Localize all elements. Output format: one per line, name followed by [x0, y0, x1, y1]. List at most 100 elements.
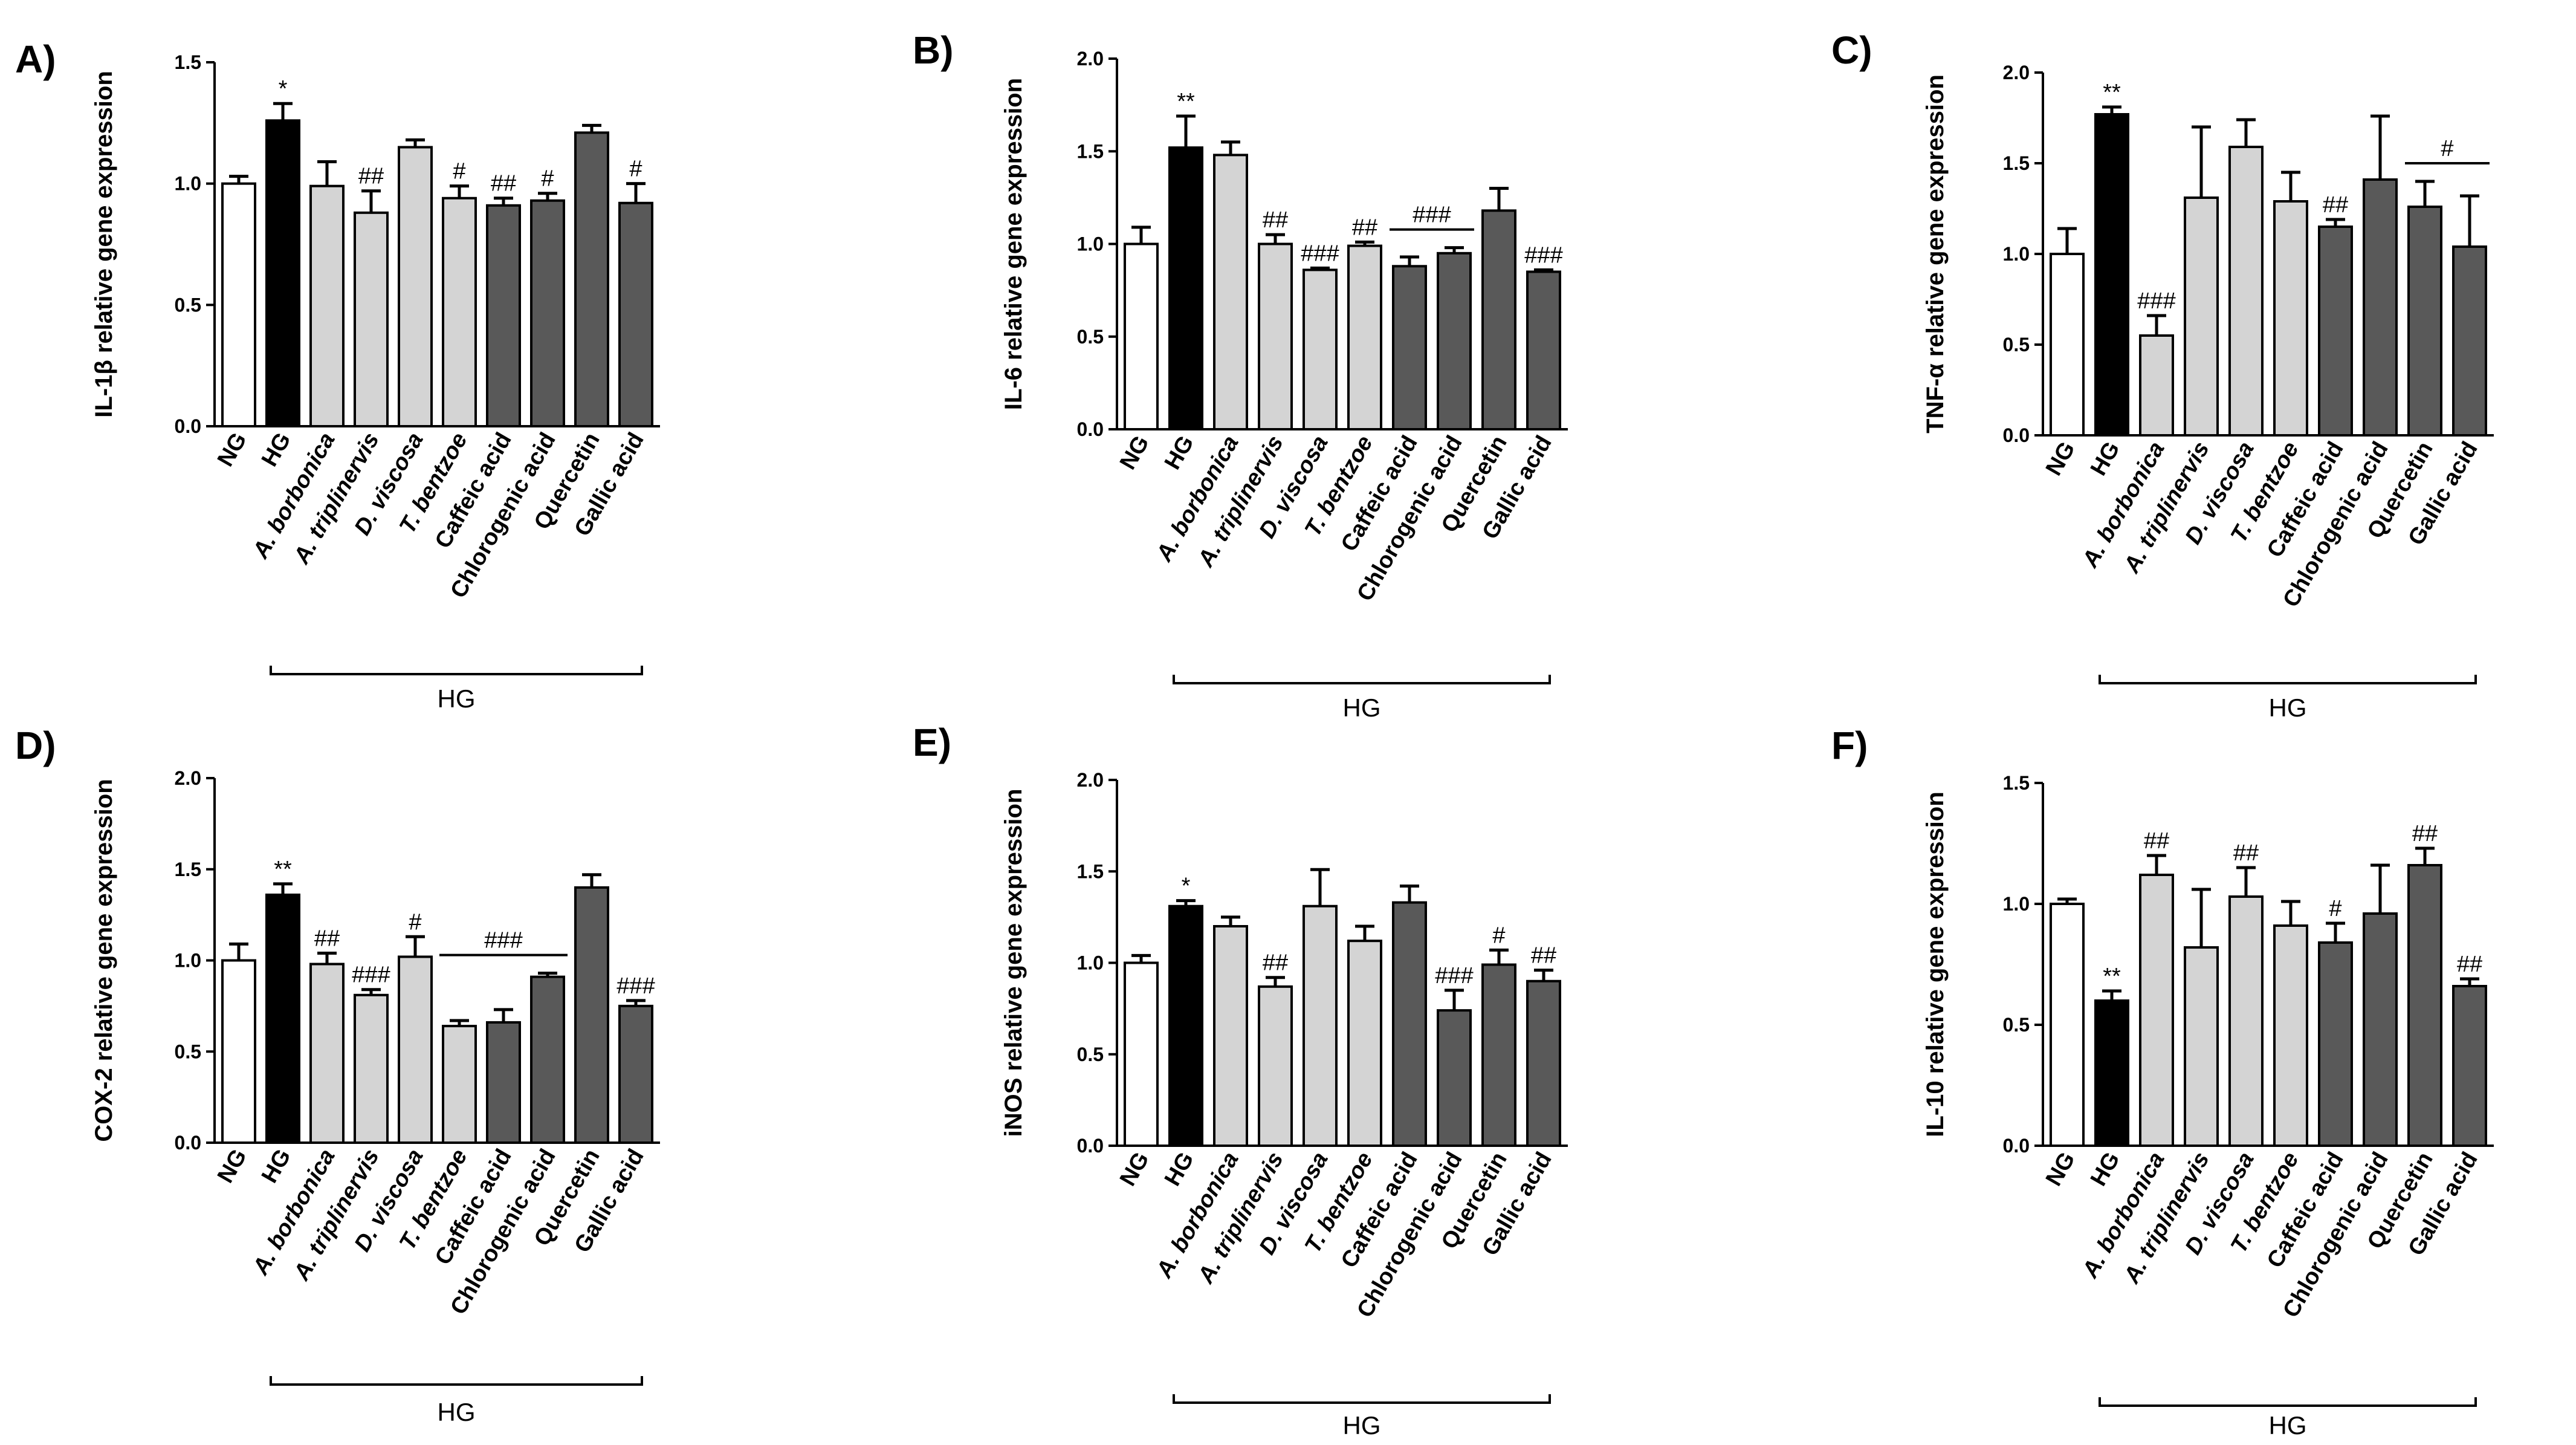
significance-marker: ## — [1263, 207, 1288, 233]
bar-a-triplinervis — [354, 211, 389, 427]
bar-chlorogenic-acid — [2363, 178, 2398, 437]
y-tick-label: 0.5 — [2003, 334, 2030, 356]
bar-a-triplinervis — [2184, 196, 2219, 437]
significance-marker: ### — [1435, 963, 1473, 989]
group-label: HG — [438, 684, 476, 713]
bar-chlorogenic-acid — [1437, 1009, 1472, 1148]
y-tick-label: 0.5 — [1077, 1044, 1104, 1065]
bar-caffeic-acid — [2318, 941, 2353, 1147]
significance-marker: ## — [2233, 840, 2259, 866]
group-bracket — [270, 1376, 643, 1386]
bar-t-bentzoe — [1347, 940, 1382, 1147]
bar-t-bentzoe — [2273, 200, 2308, 437]
y-axis-label: iNOS relative gene expression — [1000, 789, 1027, 1137]
significance-marker: ## — [2144, 828, 2169, 854]
bar-quercetin — [574, 131, 609, 428]
panel-b: B) IL-6 relative gene expression 0.0 0.5 1.0… — [913, 28, 1568, 722]
bar-caffeic-acid — [2318, 226, 2353, 437]
y-tick-label: 0.5 — [2003, 1014, 2030, 1036]
significance-marker: ## — [2457, 952, 2482, 977]
significance-marker: * — [279, 76, 288, 102]
group-bracket — [1173, 1394, 1551, 1404]
bar-gallic-acid — [618, 1004, 653, 1144]
significance-marker: ** — [274, 857, 292, 882]
y-tick-label: 1.5 — [2003, 772, 2030, 794]
significance-marker: * — [1182, 874, 1191, 899]
bar-a-triplinervis — [2184, 946, 2219, 1147]
group-label: HG — [2269, 693, 2307, 722]
y-tick-label: 2.0 — [1077, 769, 1104, 791]
bar-gallic-acid — [1526, 979, 1561, 1147]
significance-marker: ### — [1301, 241, 1339, 266]
significance-marker: ## — [2323, 192, 2348, 218]
significance-marker: ** — [2103, 80, 2121, 105]
y-tick-label: 0.5 — [175, 294, 201, 316]
y-tick-label: 1.0 — [2003, 893, 2030, 915]
significance-marker: ### — [2137, 288, 2175, 314]
y-tick-label: 0.0 — [1077, 418, 1104, 440]
significance-marker: ## — [358, 164, 384, 189]
bar-d-viscosa — [1303, 904, 1338, 1147]
bar-quercetin — [2407, 864, 2442, 1147]
bar-d-viscosa — [2228, 146, 2264, 437]
significance-marker: ### — [616, 973, 655, 999]
bar-ng — [221, 182, 256, 427]
bar-gallic-acid — [2452, 985, 2487, 1147]
y-axis-label: IL-1β relative gene expression — [91, 71, 117, 418]
y-axis-label: TNF-α relative gene expression — [1922, 74, 1949, 434]
y-tick-label: 0.5 — [175, 1041, 201, 1062]
significance-marker: # — [409, 909, 421, 935]
y-axis-label: COX-2 relative gene expression — [91, 779, 117, 1141]
y-tick-label: 1.5 — [175, 51, 201, 73]
bar-chlorogenic-acid — [530, 199, 565, 427]
bar-d-viscosa — [398, 955, 433, 1144]
bar-gallic-acid — [2452, 245, 2487, 437]
significance-marker: ### — [1524, 242, 1562, 268]
bar-hg — [2094, 113, 2129, 437]
bar-hg — [265, 893, 300, 1144]
bar-caffeic-acid — [486, 1021, 521, 1145]
bar-quercetin — [1481, 209, 1516, 430]
bar-gallic-acid — [1526, 270, 1561, 430]
y-tick-label: 1.0 — [1077, 952, 1104, 974]
bar-t-bentzoe — [2273, 924, 2308, 1147]
significance-marker: ** — [2103, 964, 2121, 989]
significance-marker: # — [629, 157, 642, 182]
y-tick-label: 1.5 — [2003, 152, 2030, 174]
bar-a-borbonica — [309, 963, 345, 1145]
panel-letter: C) — [1831, 28, 1872, 72]
y-tick-label: 1.0 — [1077, 233, 1104, 255]
bar-d-viscosa — [398, 146, 433, 427]
bar-hg — [2094, 999, 2129, 1147]
y-tick-label: 1.0 — [175, 173, 201, 195]
bar-a-borbonica — [1213, 925, 1248, 1147]
group-bracket — [1173, 675, 1551, 684]
significance-span-label: # — [2441, 136, 2453, 161]
bar-hg — [1168, 904, 1203, 1147]
bar-chlorogenic-acid — [530, 975, 565, 1144]
y-tick-label: 0.0 — [175, 415, 201, 437]
bar-ng — [1124, 961, 1159, 1147]
significance-marker: ## — [1352, 215, 1377, 240]
bar-ng — [2050, 903, 2085, 1147]
bar-chlorogenic-acid — [1437, 252, 1472, 430]
panel-letter: F) — [1831, 724, 1868, 767]
group-label: HG — [438, 1398, 476, 1426]
y-tick-label: 0.0 — [1077, 1135, 1104, 1157]
bar-a-borbonica — [2139, 874, 2174, 1147]
y-tick-label: 2.0 — [175, 767, 201, 789]
bar-a-borbonica — [309, 184, 345, 427]
y-axis-label: IL-6 relative gene expression — [1000, 78, 1027, 410]
bar-a-triplinervis — [1258, 242, 1293, 430]
bar-gallic-acid — [618, 201, 653, 427]
bar-a-triplinervis — [1258, 985, 1293, 1147]
significance-span-label: ### — [484, 928, 522, 953]
significance-marker: # — [453, 159, 465, 184]
bar-t-bentzoe — [442, 1025, 477, 1145]
significance-marker: ## — [314, 926, 340, 951]
bar-quercetin — [2407, 206, 2442, 437]
panel-letter: E) — [913, 721, 951, 764]
bar-a-borbonica — [2139, 334, 2174, 437]
significance-marker: ### — [352, 963, 390, 988]
